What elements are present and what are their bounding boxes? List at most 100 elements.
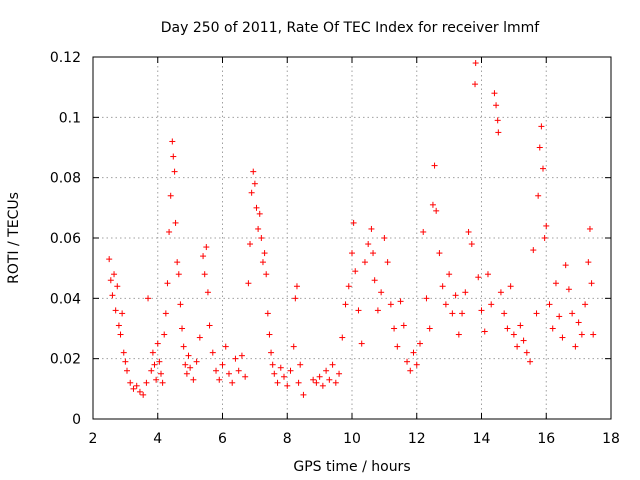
data-point: [264, 310, 271, 317]
data-point: [352, 268, 359, 275]
data-point: [523, 349, 530, 356]
data-point: [109, 292, 116, 299]
data-point: [120, 349, 127, 356]
data-point: [446, 271, 453, 278]
data-point: [342, 301, 349, 308]
data-point: [310, 376, 317, 383]
data-point: [538, 123, 545, 130]
data-point: [556, 313, 563, 320]
data-point: [193, 358, 200, 365]
data-point: [225, 370, 232, 377]
data-point: [582, 301, 589, 308]
data-point: [258, 235, 265, 241]
data-point: [287, 367, 294, 374]
data-point: [293, 283, 300, 290]
data-point: [462, 289, 469, 296]
data-point: [355, 307, 362, 314]
data-point: [151, 361, 158, 368]
data-point: [504, 325, 511, 332]
data-point: [107, 277, 114, 284]
data-point: [459, 310, 466, 317]
data-point: [472, 81, 479, 88]
data-point: [245, 280, 252, 287]
data-point: [442, 301, 449, 308]
data-point: [507, 283, 514, 290]
y-axis-tick-labels: 0 0.02 0.04 0.06 0.08 0.1 0.12: [50, 50, 81, 428]
data-point: [122, 358, 129, 365]
data-point: [297, 361, 304, 368]
data-point: [452, 292, 459, 299]
data-point: [255, 225, 262, 232]
data-point: [250, 168, 257, 175]
data-point: [159, 379, 166, 386]
data-point: [206, 322, 213, 329]
data-point: [269, 361, 276, 368]
data-point: [590, 331, 597, 338]
data-point: [413, 361, 420, 368]
data-point: [235, 367, 242, 374]
data-point: [420, 228, 427, 235]
x-tick-label: 8: [283, 431, 292, 447]
data-point: [429, 201, 436, 208]
data-point: [149, 349, 156, 356]
data-point: [284, 382, 291, 389]
data-point: [569, 310, 576, 317]
data-point: [501, 310, 508, 317]
data-point: [203, 244, 210, 251]
x-axis-tick-labels: 2 4 6 8 10 12 14 16 18: [89, 431, 620, 447]
data-point: [183, 370, 190, 377]
data-point: [229, 379, 236, 386]
data-point: [251, 180, 258, 187]
data-point: [316, 373, 323, 380]
data-point: [157, 370, 164, 377]
data-point: [365, 241, 372, 248]
data-point: [196, 334, 203, 341]
x-tick-label: 16: [537, 431, 555, 447]
data-point: [274, 379, 281, 386]
y-tick-label: 0.1: [59, 110, 81, 126]
axis-ticks: [92, 56, 612, 420]
data-point: [449, 310, 456, 317]
data-point: [111, 271, 118, 278]
y-axis-label: ROTI / TECUs: [6, 192, 22, 284]
data-point: [543, 222, 550, 229]
data-point: [179, 325, 186, 332]
data-point: [115, 322, 122, 329]
data-point: [374, 307, 381, 314]
data-point: [242, 373, 249, 380]
data-point: [407, 367, 414, 374]
data-point: [368, 225, 375, 232]
data-point: [481, 328, 488, 335]
data-point: [130, 385, 137, 392]
data-point: [436, 250, 443, 257]
data-point: [329, 361, 336, 368]
x-tick-label: 6: [218, 431, 227, 447]
data-point: [119, 310, 126, 317]
data-point: [182, 361, 189, 368]
data-point: [180, 343, 187, 350]
data-point: [332, 379, 339, 386]
chart-title: Day 250 of 2011, Rate Of TEC Index for r…: [161, 20, 541, 36]
data-point: [578, 331, 585, 338]
data-point: [494, 117, 501, 124]
data-point: [292, 295, 299, 302]
data-point: [281, 373, 288, 380]
data-point: [540, 165, 547, 172]
data-point: [154, 340, 161, 347]
y-tick-label: 0: [72, 412, 81, 428]
data-point: [552, 280, 559, 287]
data-point: [361, 259, 368, 266]
data-point: [106, 256, 113, 263]
data-point: [510, 331, 517, 338]
data-point: [439, 283, 446, 290]
data-point: [431, 162, 438, 169]
data-point: [575, 319, 582, 326]
y-tick-label: 0.12: [50, 50, 81, 66]
data-point: [247, 241, 254, 248]
data-point: [140, 391, 147, 398]
data-point: [549, 325, 556, 332]
data-point: [336, 370, 343, 377]
grid-lines: [93, 57, 611, 419]
data-point: [345, 283, 352, 290]
